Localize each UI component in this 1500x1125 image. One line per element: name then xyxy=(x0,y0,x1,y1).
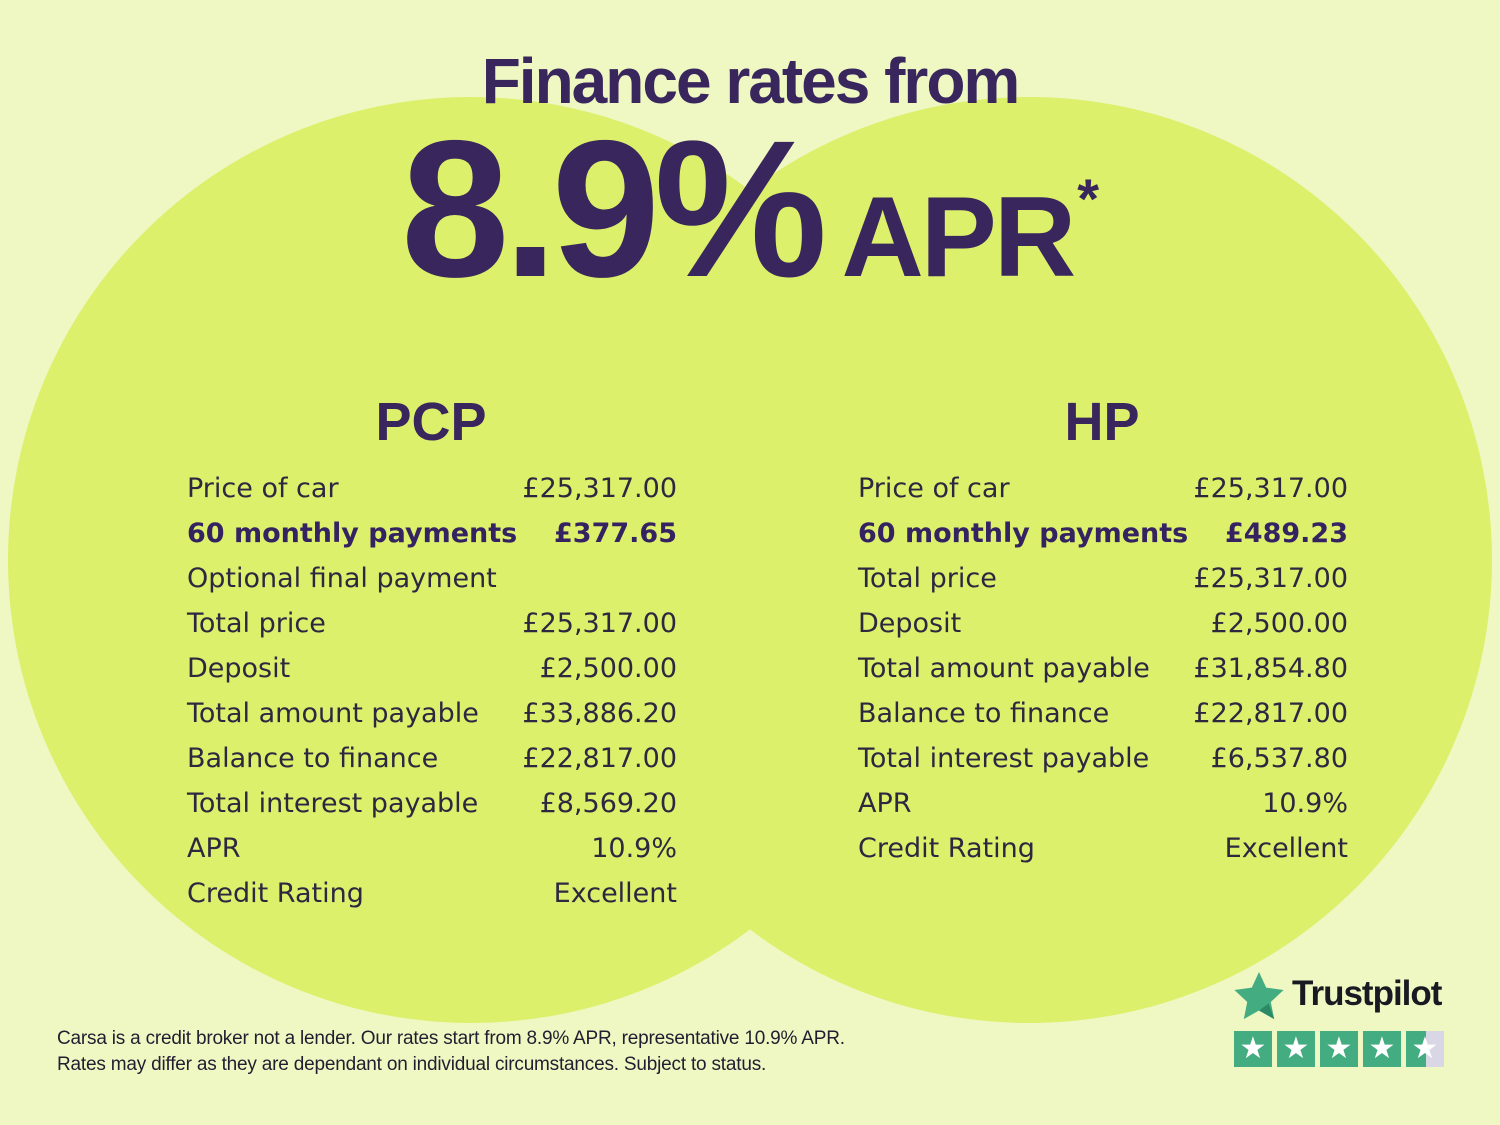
table-row: Total price £25,317.00 xyxy=(858,556,1348,601)
disclaimer-line-1: Carsa is a credit broker not a lender. O… xyxy=(57,1028,845,1049)
rating-star-box-half: ★ xyxy=(1406,1031,1444,1067)
row-value: £22,817.00 xyxy=(1193,698,1348,729)
row-label: Deposit xyxy=(858,608,962,639)
trustpilot-logo: Trustpilot xyxy=(1234,972,1446,1020)
star-icon: ★ xyxy=(1325,1031,1353,1066)
row-label: Credit Rating xyxy=(858,833,1035,864)
row-value: £2,500.00 xyxy=(1210,608,1348,639)
row-value: £2,500.00 xyxy=(539,653,677,684)
row-label: Total amount payable xyxy=(187,698,479,729)
row-value: £31,854.80 xyxy=(1193,653,1348,684)
row-value: £25,317.00 xyxy=(522,473,677,504)
row-label: Total interest payable xyxy=(858,743,1150,774)
table-row: Price of car £25,317.00 xyxy=(858,466,1348,511)
disclaimer: Carsa is a credit broker not a lender. O… xyxy=(57,1026,845,1078)
page-title: Finance rates from xyxy=(481,45,1021,117)
table-row: Credit Rating Excellent xyxy=(187,871,677,916)
table-row: Total price £25,317.00 xyxy=(187,601,677,646)
hero-rate: 8.9% APR * xyxy=(0,112,1500,307)
row-label: Total price xyxy=(187,608,326,639)
table-row: Deposit £2,500.00 xyxy=(187,646,677,691)
hero-rate-unit: APR xyxy=(841,174,1076,301)
hero-rate-value: 8.9% xyxy=(401,100,827,318)
row-value: £25,317.00 xyxy=(522,608,677,639)
row-value: £489.23 xyxy=(1225,518,1348,549)
row-value: 10.9% xyxy=(591,833,677,864)
row-label: APR xyxy=(187,833,241,864)
table-row: 60 monthly payments £489.23 xyxy=(858,511,1348,556)
row-label: Total amount payable xyxy=(858,653,1150,684)
trustpilot-badge: Trustpilot ★ ★ ★ ★ ★ xyxy=(1234,972,1446,1067)
table-row: 60 monthly payments £377.65 xyxy=(187,511,677,556)
row-label: APR xyxy=(858,788,912,819)
row-label: Balance to finance xyxy=(858,698,1110,729)
table-row: Total interest payable £8,569.20 xyxy=(187,781,677,826)
table-row: Total amount payable £31,854.80 xyxy=(858,646,1348,691)
star-icon: ★ xyxy=(1411,1031,1439,1066)
table-row: Balance to finance £22,817.00 xyxy=(187,736,677,781)
row-label: Price of car xyxy=(187,473,339,504)
hp-heading: HP xyxy=(1064,392,1140,452)
table-row: Deposit £2,500.00 xyxy=(858,601,1348,646)
trustpilot-star-icon xyxy=(1234,972,1284,1020)
hero-asterisk: * xyxy=(1077,167,1099,230)
table-row: APR 10.9% xyxy=(858,781,1348,826)
row-value: £25,317.00 xyxy=(1193,563,1348,594)
table-row: Total interest payable £6,537.80 xyxy=(858,736,1348,781)
row-label: 60 monthly payments xyxy=(187,518,518,549)
trustpilot-rating-stars: ★ ★ ★ ★ ★ xyxy=(1234,1031,1446,1067)
table-row: Total amount payable £33,886.20 xyxy=(187,691,677,736)
row-label: Optional final payment xyxy=(187,563,497,594)
rating-star-box: ★ xyxy=(1234,1031,1272,1067)
rating-star-box: ★ xyxy=(1363,1031,1401,1067)
row-value: £377.65 xyxy=(554,518,677,549)
table-row: Balance to finance £22,817.00 xyxy=(858,691,1348,736)
disclaimer-line-2: Rates may differ as they are dependant o… xyxy=(57,1054,767,1075)
row-value: £6,537.80 xyxy=(1210,743,1348,774)
row-value: Excellent xyxy=(1224,833,1348,864)
row-value: 10.9% xyxy=(1262,788,1348,819)
row-label: Credit Rating xyxy=(187,878,364,909)
star-icon: ★ xyxy=(1368,1031,1396,1066)
rating-star-box: ★ xyxy=(1277,1031,1315,1067)
star-icon: ★ xyxy=(1282,1031,1310,1066)
row-label: Total price xyxy=(858,563,997,594)
pcp-heading: PCP xyxy=(375,392,487,452)
star-icon: ★ xyxy=(1239,1031,1267,1066)
row-label: Balance to finance xyxy=(187,743,439,774)
trustpilot-wordmark: Trustpilot xyxy=(1292,974,1442,1013)
row-value: £33,886.20 xyxy=(522,698,677,729)
row-value: £8,569.20 xyxy=(539,788,677,819)
row-value: £25,317.00 xyxy=(1193,473,1348,504)
row-label: 60 monthly payments xyxy=(858,518,1189,549)
table-row: Credit Rating Excellent xyxy=(858,826,1348,871)
table-row: APR 10.9% xyxy=(187,826,677,871)
row-label: Price of car xyxy=(858,473,1010,504)
table-row: Price of car £25,317.00 xyxy=(187,466,677,511)
hp-table: Price of car £25,317.00 60 monthly payme… xyxy=(858,466,1348,871)
pcp-table: Price of car £25,317.00 60 monthly payme… xyxy=(187,466,677,916)
row-value: £22,817.00 xyxy=(522,743,677,774)
background-circle-right xyxy=(566,97,1492,1023)
table-row: Optional final payment xyxy=(187,556,677,601)
row-label: Total interest payable xyxy=(187,788,479,819)
row-value: Excellent xyxy=(553,878,677,909)
rating-star-box: ★ xyxy=(1320,1031,1358,1067)
row-label: Deposit xyxy=(187,653,291,684)
